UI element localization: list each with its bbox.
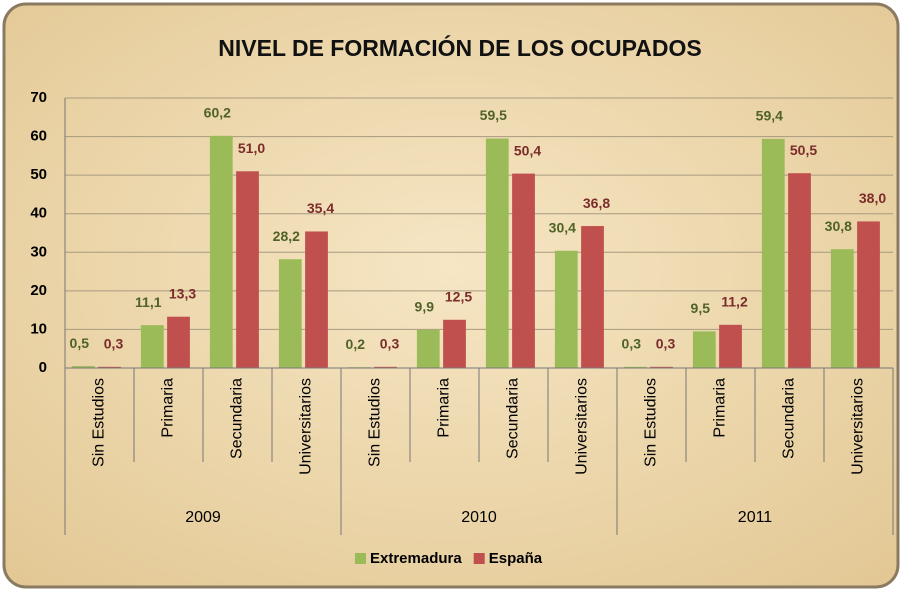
y-tick-label: 50 bbox=[30, 166, 47, 183]
value-label: 38,0 bbox=[859, 190, 886, 206]
bar bbox=[167, 316, 190, 368]
value-label: 13,3 bbox=[169, 285, 196, 301]
bar bbox=[236, 171, 259, 368]
bar bbox=[71, 366, 95, 368]
value-label: 0,3 bbox=[380, 336, 400, 352]
y-tick-label: 30 bbox=[30, 243, 47, 260]
bar bbox=[140, 325, 164, 368]
chart-title: NIVEL DE FORMACIÓN DE LOS OCUPADOS bbox=[218, 34, 701, 61]
x-tick-label: Universitarios bbox=[298, 378, 315, 475]
value-label: 59,5 bbox=[480, 107, 507, 123]
value-label: 12,5 bbox=[445, 288, 472, 304]
value-label: 11,1 bbox=[135, 294, 162, 310]
x-tick-label: Secundaria bbox=[229, 378, 246, 459]
group-label: 2011 bbox=[738, 509, 773, 526]
bar bbox=[623, 366, 647, 368]
x-tick-label: Universitarios bbox=[574, 378, 591, 475]
x-tick-label: Secundaria bbox=[505, 378, 522, 459]
bar bbox=[278, 259, 302, 368]
x-tick-label: Primaria bbox=[160, 378, 177, 438]
x-tick-label: Primaria bbox=[712, 378, 729, 438]
value-label: 0,5 bbox=[70, 335, 90, 351]
value-label: 50,4 bbox=[514, 142, 541, 158]
bar bbox=[98, 366, 121, 368]
bar bbox=[692, 331, 716, 368]
legend-swatch bbox=[473, 553, 485, 564]
group-label: 2009 bbox=[185, 509, 221, 526]
value-label: 35,4 bbox=[307, 200, 334, 216]
value-label: 60,2 bbox=[204, 105, 231, 121]
y-tick-label: 60 bbox=[30, 128, 47, 145]
x-tick-label: Sin Estudios bbox=[91, 378, 108, 467]
y-tick-label: 20 bbox=[30, 282, 47, 299]
legend-swatch bbox=[355, 553, 366, 564]
legend-label: España bbox=[489, 550, 543, 567]
value-label: 9,9 bbox=[415, 299, 435, 315]
value-label: 0,3 bbox=[104, 336, 124, 352]
x-tick-label: Sin Estudios bbox=[367, 378, 384, 467]
x-tick-label: Secundaria bbox=[781, 378, 798, 459]
bar bbox=[650, 366, 673, 368]
y-tick-label: 70 bbox=[30, 89, 47, 106]
bar bbox=[554, 250, 578, 368]
value-label: 9,5 bbox=[691, 300, 711, 316]
bar bbox=[581, 226, 604, 368]
value-label: 30,4 bbox=[549, 219, 576, 235]
value-label: 36,8 bbox=[583, 195, 610, 211]
value-label: 51,0 bbox=[238, 140, 265, 156]
group-label: 2010 bbox=[461, 509, 497, 526]
bar bbox=[209, 135, 233, 368]
value-label: 11,2 bbox=[721, 294, 748, 310]
bar bbox=[788, 173, 811, 368]
value-label: 28,2 bbox=[273, 228, 300, 244]
value-label: 0,2 bbox=[346, 336, 366, 352]
bar bbox=[512, 173, 535, 368]
x-tick-label: Universitarios bbox=[850, 378, 867, 475]
legend-label: Extremadura bbox=[370, 550, 462, 567]
bar bbox=[374, 366, 397, 368]
value-label: 59,4 bbox=[756, 108, 783, 124]
value-label: 50,5 bbox=[790, 142, 817, 158]
y-tick-label: 10 bbox=[30, 320, 47, 337]
y-tick-label: 0 bbox=[39, 359, 47, 376]
bar bbox=[761, 138, 785, 368]
bar bbox=[719, 324, 742, 368]
value-label: 0,3 bbox=[622, 336, 642, 352]
bar bbox=[485, 138, 509, 368]
x-tick-label: Sin Estudios bbox=[643, 378, 660, 467]
bar bbox=[857, 221, 880, 368]
value-label: 30,8 bbox=[825, 218, 852, 234]
x-tick-label: Primaria bbox=[436, 378, 453, 438]
bar bbox=[305, 231, 328, 368]
bar bbox=[416, 329, 440, 368]
bar bbox=[830, 249, 854, 368]
y-tick-label: 40 bbox=[30, 205, 47, 222]
value-label: 0,3 bbox=[656, 336, 676, 352]
bar bbox=[443, 319, 466, 368]
